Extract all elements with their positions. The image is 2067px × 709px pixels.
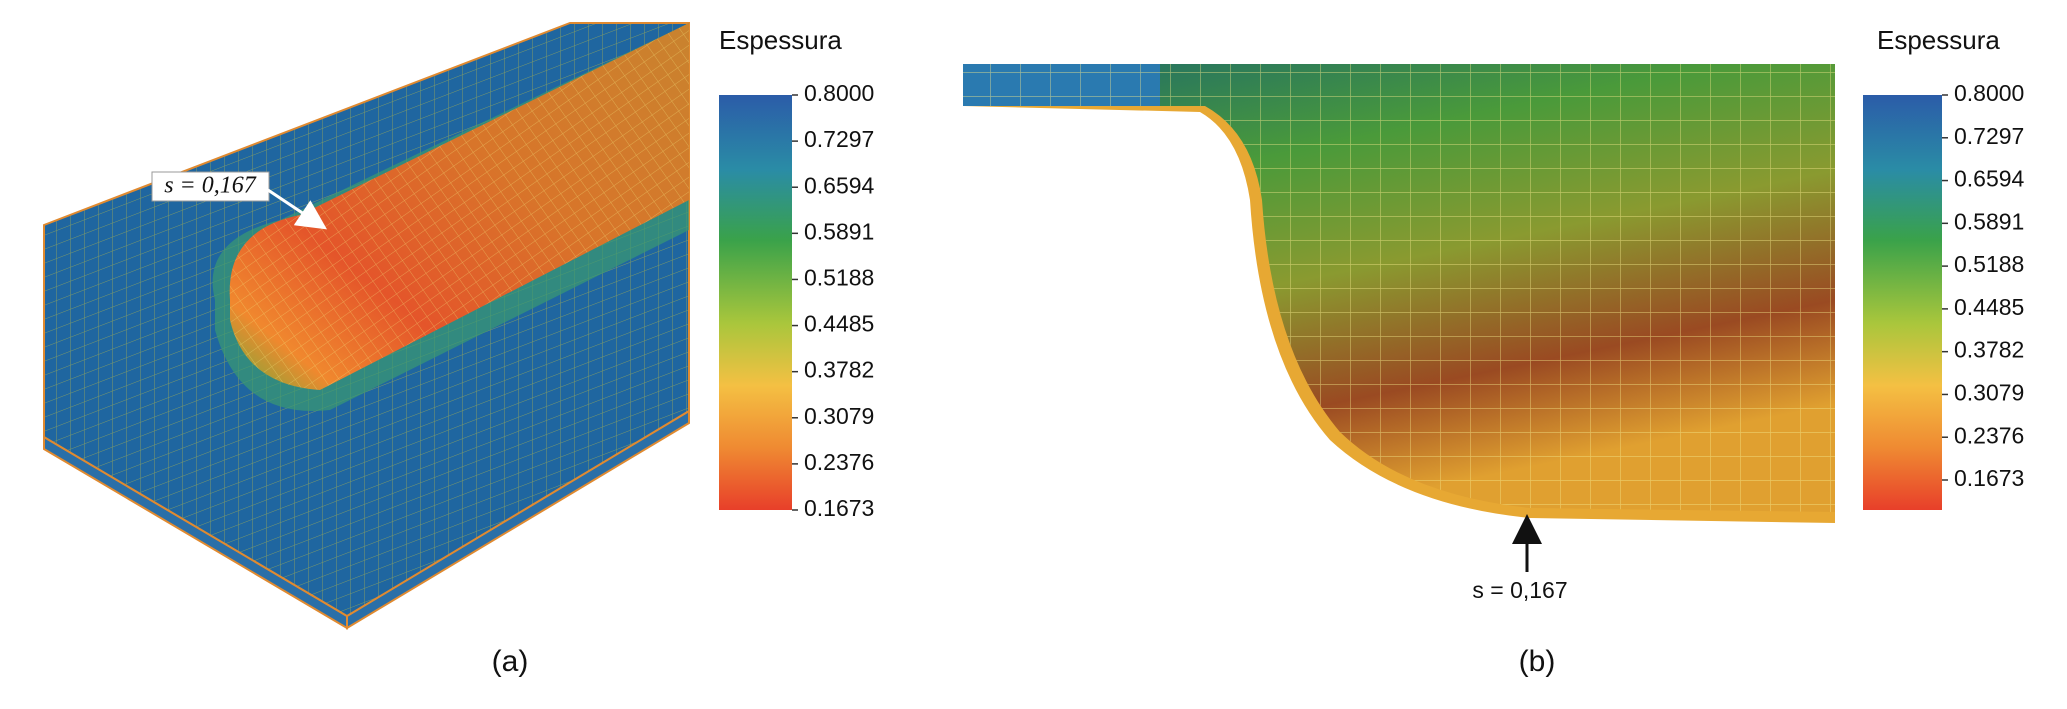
tick-label: 0.5188 (804, 265, 874, 291)
tick-label: 0.4485 (804, 311, 874, 337)
tick-label: 0.1673 (804, 495, 874, 521)
tick-label: 0.7297 (1954, 123, 2024, 149)
annotation: s = 0,167 (164, 173, 257, 199)
tick-label: 0.2376 (1954, 422, 2024, 448)
tick-label: 0.3079 (804, 403, 874, 429)
mesh-b (963, 64, 1835, 523)
tick-label: 0.2376 (804, 449, 874, 475)
mesh-a (43, 22, 690, 630)
annotation-b: s = 0,167 (1472, 514, 1568, 603)
tick-label: 0.4485 (1954, 294, 2024, 320)
colorbar (719, 95, 792, 510)
tick-label: 0.5891 (1954, 208, 2024, 234)
annotation: s = 0,167 (1472, 577, 1567, 603)
tick-label: 0.1673 (1954, 465, 2024, 491)
caption: (b) (1519, 645, 1556, 678)
colorbar (1863, 95, 1942, 510)
tick-label: 0.3782 (1954, 337, 2024, 363)
tick-label: 0.6594 (1954, 166, 2025, 192)
colorbar-title: Espessura (719, 25, 842, 55)
annotation-a: s = 0,167 (151, 171, 327, 230)
tick-label: 0.5188 (1954, 251, 2024, 277)
tick-label: 0.7297 (804, 126, 874, 152)
caption: (a) (492, 645, 529, 678)
tick-label: 0.6594 (804, 172, 875, 198)
tick-label: 0.8000 (804, 80, 874, 106)
colorbar-title: Espessura (1877, 25, 2000, 55)
tick-label: 0.3782 (804, 357, 874, 383)
tick-label: 0.8000 (1954, 80, 2024, 106)
tick-label: 0.5891 (804, 218, 874, 244)
tick-label: 0.3079 (1954, 380, 2024, 406)
